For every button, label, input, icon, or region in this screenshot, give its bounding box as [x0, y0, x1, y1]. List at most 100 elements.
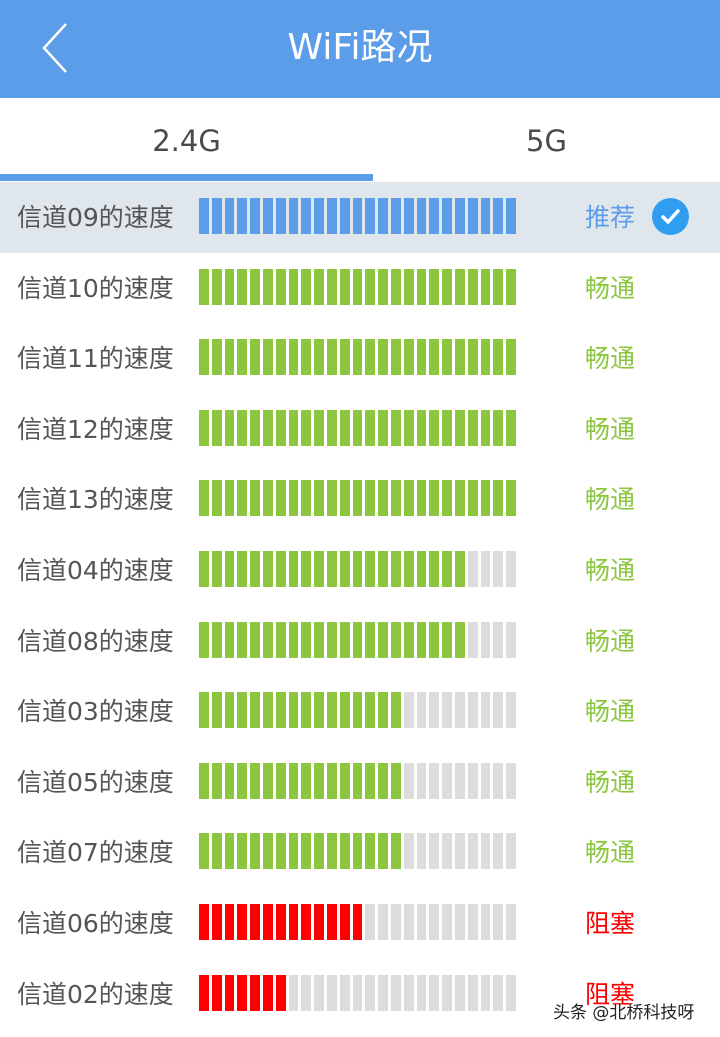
speed-segment [275, 692, 286, 729]
speed-segment [199, 409, 209, 446]
channel-row[interactable]: 信道07的速度 畅通 [0, 817, 720, 888]
speed-segment [390, 903, 401, 940]
speed-segment [429, 692, 440, 729]
speed-segment [506, 480, 516, 517]
speed-segment [506, 833, 516, 870]
channel-row[interactable]: 信道03的速度 畅通 [0, 676, 720, 747]
speed-segment [339, 198, 350, 234]
speed-segment [211, 621, 222, 658]
channel-row[interactable]: 信道10的速度 畅通 [0, 253, 720, 324]
speed-segment [429, 974, 440, 1011]
speed-segment [429, 833, 440, 870]
speed-segment [237, 339, 248, 376]
speed-segment [262, 409, 273, 446]
speed-segment [378, 762, 388, 799]
channel-status: 阻塞 [585, 979, 636, 1009]
speed-bar [199, 198, 516, 234]
speed-segment [480, 339, 491, 376]
speed-segment [326, 480, 337, 517]
speed-segment [352, 409, 363, 446]
speed-segment [262, 833, 273, 870]
speed-segment [250, 550, 260, 587]
speed-bar [199, 339, 516, 376]
speed-segment [352, 268, 363, 305]
active-tab-indicator [0, 174, 373, 181]
channel-row[interactable]: 信道13的速度 畅通 [0, 464, 720, 535]
speed-segment [301, 903, 312, 940]
speed-segment [467, 762, 478, 799]
speed-segment [442, 480, 452, 517]
speed-segment [365, 339, 376, 376]
tab-5g[interactable]: 5G [526, 124, 567, 158]
speed-segment [352, 903, 363, 940]
speed-segment [365, 903, 376, 940]
speed-segment [454, 692, 465, 729]
channel-row[interactable]: 信道11的速度 畅通 [0, 323, 720, 394]
speed-segment [301, 762, 312, 799]
speed-segment [275, 268, 286, 305]
channel-row[interactable]: 信道04的速度 畅通 [0, 535, 720, 606]
speed-segment [275, 198, 286, 234]
speed-segment [326, 198, 337, 234]
speed-segment [199, 833, 209, 870]
speed-segment [506, 339, 516, 376]
channel-status: 畅通 [585, 626, 636, 656]
channel-row[interactable]: 信道02的速度 阻塞 [0, 959, 720, 1030]
speed-segment [211, 339, 222, 376]
speed-segment [403, 198, 414, 234]
speed-segment [301, 409, 312, 446]
speed-segment [365, 268, 376, 305]
speed-segment [493, 480, 504, 517]
speed-segment [199, 903, 209, 940]
watermark: 头条 @北桥科技呀 [553, 1003, 695, 1023]
speed-segment [403, 339, 414, 376]
speed-segment [429, 550, 440, 587]
speed-segment [288, 409, 299, 446]
channel-status: 畅通 [585, 344, 636, 374]
speed-segment [250, 339, 260, 376]
speed-segment [480, 692, 491, 729]
speed-segment [467, 480, 478, 517]
channel-status: 畅通 [585, 767, 636, 797]
speed-segment [262, 198, 273, 234]
channel-row[interactable]: 信道06的速度 阻塞 [0, 888, 720, 959]
speed-segment [493, 268, 504, 305]
channel-row[interactable]: 信道12的速度 畅通 [0, 394, 720, 465]
speed-segment [454, 762, 465, 799]
speed-segment [467, 692, 478, 729]
speed-bar [199, 692, 516, 729]
speed-segment [224, 198, 235, 234]
speed-segment [339, 268, 350, 305]
back-button[interactable] [36, 20, 76, 76]
speed-segment [442, 198, 452, 234]
speed-segment [326, 339, 337, 376]
speed-segment [352, 621, 363, 658]
channel-row[interactable]: 信道05的速度 畅通 [0, 747, 720, 818]
speed-segment [211, 974, 222, 1011]
speed-segment [416, 621, 427, 658]
channel-row[interactable]: 信道09的速度 推荐 [0, 182, 720, 253]
speed-segment [262, 339, 273, 376]
speed-segment [378, 550, 388, 587]
speed-segment [378, 480, 388, 517]
speed-segment [403, 268, 414, 305]
speed-segment [429, 762, 440, 799]
speed-segment [493, 974, 504, 1011]
speed-segment [250, 974, 260, 1011]
speed-segment [378, 692, 388, 729]
speed-segment [442, 339, 452, 376]
speed-segment [506, 762, 516, 799]
tab-2-4g[interactable]: 2.4G [152, 124, 221, 158]
speed-segment [314, 762, 324, 799]
speed-segment [237, 480, 248, 517]
speed-segment [454, 903, 465, 940]
speed-segment [288, 903, 299, 940]
channel-row[interactable]: 信道08的速度 畅通 [0, 606, 720, 677]
speed-segment [339, 409, 350, 446]
speed-segment [288, 692, 299, 729]
speed-segment [493, 903, 504, 940]
speed-segment [288, 762, 299, 799]
speed-segment [314, 198, 324, 234]
speed-segment [250, 762, 260, 799]
speed-segment [224, 762, 235, 799]
